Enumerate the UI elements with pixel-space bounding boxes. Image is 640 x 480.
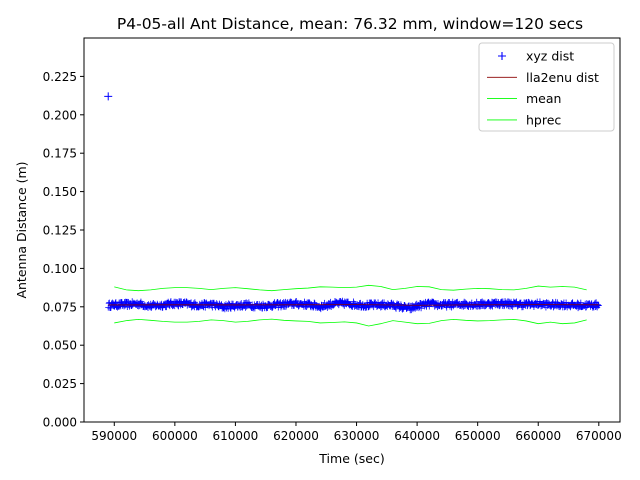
legend: xyz dist lla2enu dist mean hprec xyxy=(478,42,615,132)
y-tick-label: 0.125 xyxy=(43,224,77,238)
xyz-dist-point xyxy=(567,304,574,311)
y-tick-label: 0.175 xyxy=(43,147,77,161)
x-tick-label: 670000 xyxy=(576,429,622,443)
legend-swatch-xyz-dist xyxy=(498,52,506,60)
xyz-dist-point xyxy=(272,303,279,310)
y-tick-label: 0.000 xyxy=(43,416,77,430)
x-axis-ticks: 590000 600000 610000 620000 630000 640000 6500… xyxy=(91,422,622,443)
legend-label-xyz-dist: xyz dist xyxy=(526,49,574,64)
legend-label-mean: mean xyxy=(526,91,561,106)
series-lla2enu-dist-line xyxy=(108,304,599,306)
y-tick-label: 0.075 xyxy=(43,300,77,314)
xyz-dist-point xyxy=(479,298,486,305)
y-axis-label: Antenna Distance (m) xyxy=(14,161,29,298)
x-tick-label: 590000 xyxy=(91,429,137,443)
y-tick-label: 0.050 xyxy=(43,339,77,353)
plot-area xyxy=(104,92,602,327)
x-axis-label: Time (sec) xyxy=(318,451,384,466)
y-tick-label: 0.225 xyxy=(43,70,77,84)
y-tick-label: 0.100 xyxy=(43,262,77,276)
y-tick-label: 0.150 xyxy=(43,185,77,199)
xyz-dist-point xyxy=(121,303,128,310)
legend-label-lla2enu-dist: lla2enu dist xyxy=(526,70,599,85)
xyz-dist-point xyxy=(595,302,602,309)
series-hprec-line xyxy=(114,318,587,327)
x-tick-label: 640000 xyxy=(394,429,440,443)
xyz-dist-point xyxy=(345,298,352,305)
x-tick-label: 630000 xyxy=(334,429,380,443)
chart-title: P4-05-all Ant Distance, mean: 76.32 mm, … xyxy=(117,15,583,33)
legend-box xyxy=(478,42,615,132)
legend-label-hprec: hprec xyxy=(526,112,561,127)
x-tick-label: 620000 xyxy=(273,429,319,443)
x-tick-label: 610000 xyxy=(213,429,259,443)
series-mean-line xyxy=(114,284,587,292)
xyz-dist-outlier-point xyxy=(104,92,113,101)
x-tick-label: 660000 xyxy=(515,429,561,443)
xyz-dist-point xyxy=(595,302,602,309)
y-tick-label: 0.025 xyxy=(43,377,77,391)
x-tick-label: 600000 xyxy=(152,429,198,443)
x-tick-label: 650000 xyxy=(455,429,501,443)
xyz-dist-point xyxy=(418,305,425,312)
y-tick-label: 0.200 xyxy=(43,108,77,122)
xyz-dist-point xyxy=(135,303,142,310)
xyz-dist-point xyxy=(381,299,388,306)
xyz-dist-point xyxy=(167,298,174,305)
y-axis-ticks: 0.000 0.025 0.050 0.075 0.100 0.125 0.150 0.175… xyxy=(43,70,84,430)
